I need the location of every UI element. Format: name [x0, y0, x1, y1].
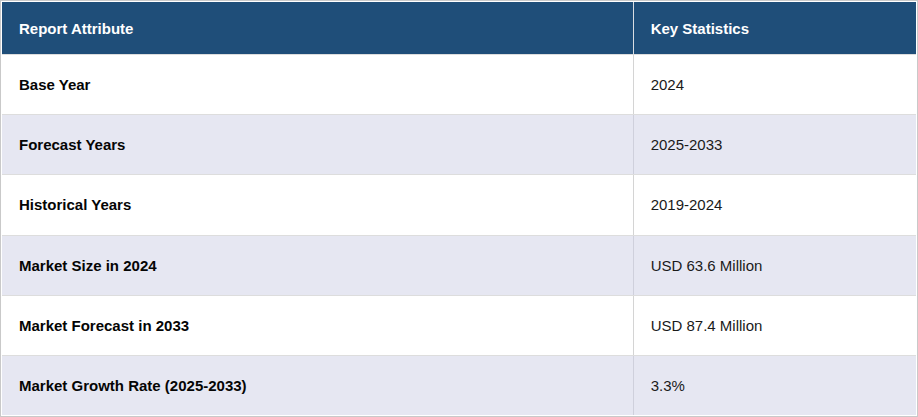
table-row-forecast-years: Forecast Years 2025-2033: [2, 114, 916, 174]
row-attribute-label: Market Growth Rate (2025-2033): [2, 356, 633, 415]
table-row-market-forecast-2033: Market Forecast in 2033 USD 87.4 Million: [2, 295, 916, 355]
header-key-statistics: Key Statistics: [633, 2, 916, 54]
table-row-market-size-2024: Market Size in 2024 USD 63.6 Million: [2, 235, 916, 295]
header-report-attribute: Report Attribute: [2, 2, 633, 54]
row-statistic-value: USD 63.6 Million: [633, 236, 916, 295]
report-summary-table: Report Attribute Key Statistics Base Yea…: [0, 0, 918, 417]
row-attribute-label: Market Forecast in 2033: [2, 296, 633, 355]
row-statistic-value: 3.3%: [633, 356, 916, 415]
table-header-row: Report Attribute Key Statistics: [2, 2, 916, 54]
row-statistic-value: 2019-2024: [633, 175, 916, 234]
row-attribute-label: Historical Years: [2, 175, 633, 234]
row-attribute-label: Base Year: [2, 55, 633, 114]
table-row-base-year: Base Year 2024: [2, 54, 916, 114]
row-attribute-label: Market Size in 2024: [2, 236, 633, 295]
row-statistic-value: 2025-2033: [633, 115, 916, 174]
table-row-historical-years: Historical Years 2019-2024: [2, 174, 916, 234]
table-row-market-growth-rate: Market Growth Rate (2025-2033) 3.3%: [2, 355, 916, 415]
row-statistic-value: USD 87.4 Million: [633, 296, 916, 355]
row-statistic-value: 2024: [633, 55, 916, 114]
row-attribute-label: Forecast Years: [2, 115, 633, 174]
